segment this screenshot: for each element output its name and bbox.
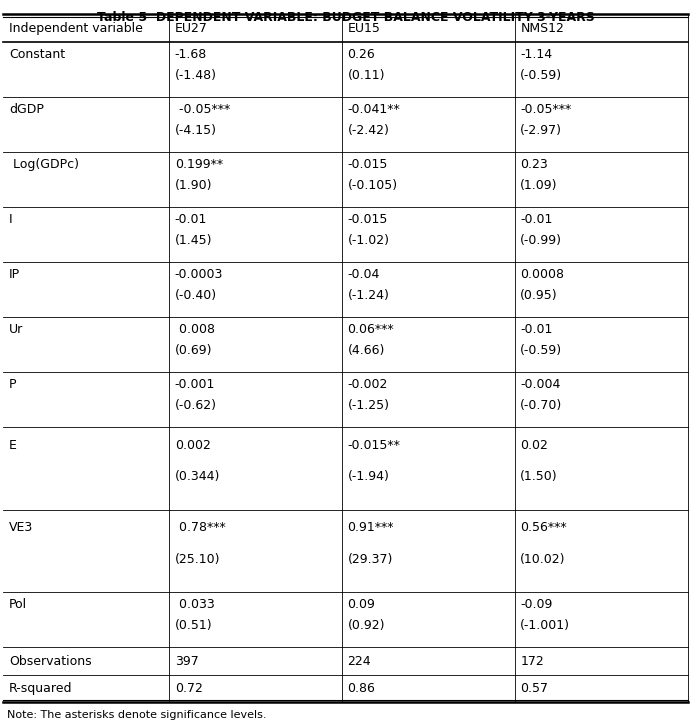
Text: 0.57: 0.57: [520, 682, 549, 695]
Text: -1.68: -1.68: [175, 48, 207, 61]
Text: -0.015: -0.015: [348, 158, 388, 171]
Text: 0.008: 0.008: [175, 323, 215, 336]
Text: 0.78***: 0.78***: [175, 521, 225, 534]
Text: (-1.001): (-1.001): [520, 619, 570, 632]
Text: (1.45): (1.45): [175, 234, 212, 247]
Text: -0.002: -0.002: [348, 378, 388, 391]
Text: 172: 172: [520, 654, 544, 668]
Text: (-0.70): (-0.70): [520, 399, 562, 412]
Text: 0.06***: 0.06***: [348, 323, 394, 336]
Text: (1.90): (1.90): [175, 179, 212, 192]
Text: (-0.105): (-0.105): [348, 179, 398, 192]
Text: R-squared: R-squared: [9, 682, 73, 695]
Text: 0.0008: 0.0008: [520, 268, 565, 281]
Text: dGDP: dGDP: [9, 103, 44, 116]
Text: (-2.97): (-2.97): [520, 124, 562, 137]
Text: -0.015**: -0.015**: [348, 439, 401, 452]
Text: (0.92): (0.92): [348, 619, 385, 632]
Text: VE3: VE3: [9, 521, 33, 534]
Text: (29.37): (29.37): [348, 552, 393, 565]
Text: (0.51): (0.51): [175, 619, 212, 632]
Text: (1.09): (1.09): [520, 179, 558, 192]
Text: -0.09: -0.09: [520, 598, 553, 611]
Text: Log(GDPc): Log(GDPc): [9, 158, 79, 171]
Text: (10.02): (10.02): [520, 552, 566, 565]
Text: Ur: Ur: [9, 323, 23, 336]
Text: Table 5  DEPENDENT VARIABLE: BUDGET BALANCE VOLATILITY 3-YEARS: Table 5 DEPENDENT VARIABLE: BUDGET BALAN…: [97, 11, 594, 24]
Text: EU15: EU15: [348, 22, 381, 35]
Text: EU27: EU27: [175, 22, 208, 35]
Text: -1.14: -1.14: [520, 48, 552, 61]
Text: Observations: Observations: [9, 654, 92, 668]
Text: 0.91***: 0.91***: [348, 521, 394, 534]
Text: -0.01: -0.01: [520, 323, 553, 336]
Text: -0.04: -0.04: [348, 268, 380, 281]
Text: -0.05***: -0.05***: [175, 103, 230, 116]
Text: -0.004: -0.004: [520, 378, 560, 391]
Text: 0.86: 0.86: [348, 682, 375, 695]
Text: 0.002: 0.002: [175, 439, 211, 452]
Text: P: P: [9, 378, 17, 391]
Text: (-0.62): (-0.62): [175, 399, 217, 412]
Text: (25.10): (25.10): [175, 552, 220, 565]
Text: (-1.94): (-1.94): [348, 470, 390, 483]
Text: -0.01: -0.01: [520, 213, 553, 226]
Text: IP: IP: [9, 268, 20, 281]
Text: 0.26: 0.26: [348, 48, 375, 61]
Text: 0.09: 0.09: [348, 598, 375, 611]
Text: (-1.25): (-1.25): [348, 399, 390, 412]
Text: (0.344): (0.344): [175, 470, 220, 483]
Text: Note: The asterisks denote significance levels.: Note: The asterisks denote significance …: [7, 710, 267, 720]
Text: (-0.59): (-0.59): [520, 69, 562, 82]
Text: E: E: [9, 439, 17, 452]
Text: Constant: Constant: [9, 48, 65, 61]
Text: 0.02: 0.02: [520, 439, 548, 452]
Text: (-0.40): (-0.40): [175, 289, 217, 302]
Text: (-0.59): (-0.59): [520, 344, 562, 357]
Text: (0.11): (0.11): [348, 69, 385, 82]
Text: 0.033: 0.033: [175, 598, 215, 611]
Text: (0.95): (0.95): [520, 289, 558, 302]
Text: (4.66): (4.66): [348, 344, 385, 357]
Text: (-1.02): (-1.02): [348, 234, 390, 247]
Text: (-0.99): (-0.99): [520, 234, 562, 247]
Text: -0.01: -0.01: [175, 213, 207, 226]
Text: (0.69): (0.69): [175, 344, 212, 357]
Text: 0.23: 0.23: [520, 158, 548, 171]
Text: -0.001: -0.001: [175, 378, 215, 391]
Text: Independent variable: Independent variable: [9, 22, 143, 35]
Text: (-4.15): (-4.15): [175, 124, 217, 137]
Text: -0.015: -0.015: [348, 213, 388, 226]
Text: 397: 397: [175, 654, 198, 668]
Text: (-1.24): (-1.24): [348, 289, 390, 302]
Text: 224: 224: [348, 654, 371, 668]
Text: -0.0003: -0.0003: [175, 268, 223, 281]
Text: 0.72: 0.72: [175, 682, 202, 695]
Text: 0.56***: 0.56***: [520, 521, 567, 534]
Text: (1.50): (1.50): [520, 470, 558, 483]
Text: -0.041**: -0.041**: [348, 103, 400, 116]
Text: (-2.42): (-2.42): [348, 124, 390, 137]
Text: NMS12: NMS12: [520, 22, 564, 35]
Text: -0.05***: -0.05***: [520, 103, 571, 116]
Text: (-1.48): (-1.48): [175, 69, 217, 82]
Text: Pol: Pol: [9, 598, 27, 611]
Text: I: I: [9, 213, 12, 226]
Text: 0.199**: 0.199**: [175, 158, 223, 171]
